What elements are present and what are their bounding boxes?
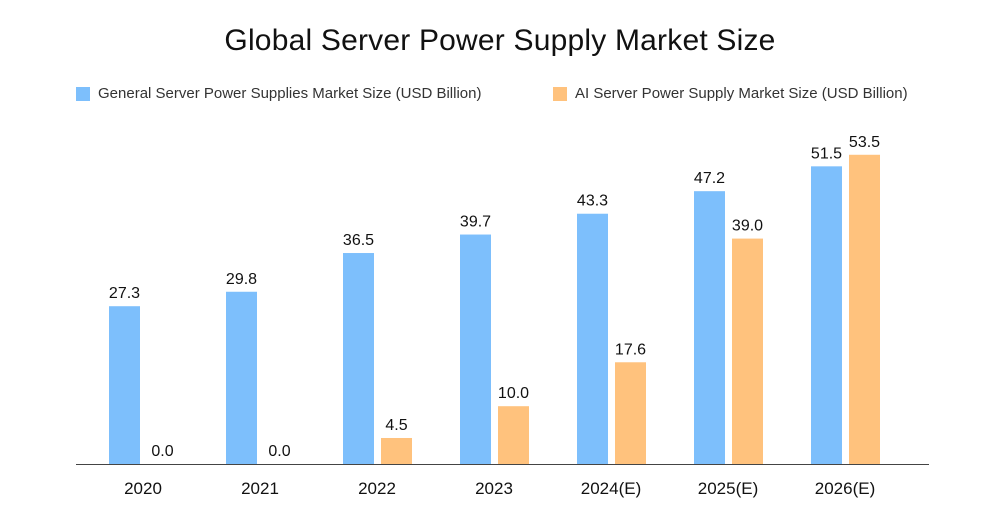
- legend-swatch-ai: [553, 86, 567, 101]
- data-label-general-2022: 36.5: [343, 232, 374, 249]
- data-label-general-2023: 39.7: [460, 214, 491, 231]
- x-tick-label-2026(E): 2026(E): [815, 479, 875, 498]
- data-label-ai-2024(E): 17.6: [615, 341, 646, 358]
- bar-ai-2024(E): [615, 362, 646, 464]
- legend-label-ai: AI Server Power Supply Market Size (USD …: [575, 85, 908, 102]
- x-tick-label-2024(E): 2024(E): [581, 479, 641, 498]
- legend-item-ai: AI Server Power Supply Market Size (USD …: [553, 85, 908, 102]
- legend-label-general: General Server Power Supplies Market Siz…: [98, 85, 482, 102]
- bar-general-2021: [226, 291, 257, 464]
- data-label-general-2025(E): 47.2: [694, 170, 725, 187]
- data-label-ai-2025(E): 39.0: [732, 218, 763, 235]
- x-tick-label-2022: 2022: [358, 479, 396, 498]
- data-label-ai-2020: 0.0: [151, 443, 173, 460]
- bar-ai-2026(E): [849, 154, 880, 464]
- data-label-general-2024(E): 43.3: [577, 193, 608, 210]
- legend-item-general: General Server Power Supplies Market Siz…: [76, 85, 481, 102]
- x-tick-label-2020: 2020: [124, 479, 162, 498]
- data-label-ai-2026(E): 53.5: [849, 134, 880, 151]
- data-label-general-2020: 27.3: [109, 285, 140, 302]
- x-tick-label-2023: 2023: [475, 479, 513, 498]
- chart-title: Global Server Power Supply Market Size: [224, 24, 776, 57]
- bar-general-2024(E): [577, 213, 608, 464]
- data-label-ai-2021: 0.0: [268, 443, 290, 460]
- bar-ai-2022: [381, 437, 412, 464]
- data-label-ai-2023: 10.0: [498, 385, 529, 402]
- bar-ai-2023: [498, 406, 529, 464]
- x-tick-label-2025(E): 2025(E): [698, 479, 758, 498]
- bar-general-2022: [343, 253, 374, 464]
- data-label-general-2026(E): 51.5: [811, 145, 842, 162]
- x-tick-label-2021: 2021: [241, 479, 279, 498]
- data-label-general-2021: 29.8: [226, 271, 257, 288]
- bar-ai-2025(E): [732, 238, 763, 464]
- bar-general-2026(E): [811, 166, 842, 464]
- bar-general-2025(E): [694, 191, 725, 464]
- data-label-ai-2022: 4.5: [385, 417, 407, 434]
- bar-general-2023: [460, 234, 491, 464]
- bar-general-2020: [109, 306, 140, 464]
- legend-swatch-general: [76, 86, 90, 101]
